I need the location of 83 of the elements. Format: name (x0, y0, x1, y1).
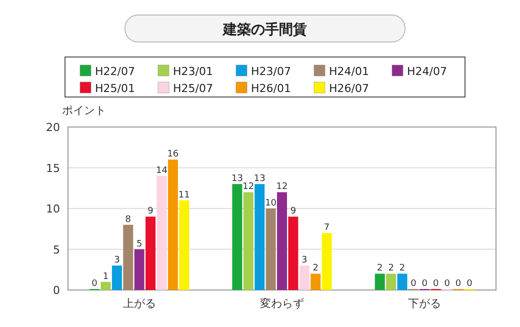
data-label: 1 (102, 272, 109, 282)
bar (386, 274, 396, 290)
y-tick-label: 10 (46, 202, 60, 216)
data-label: 0 (466, 279, 473, 289)
bar (374, 274, 385, 290)
bar: 8 (123, 214, 134, 290)
x-tick-label: 下がる (408, 297, 442, 310)
bar: 2 (310, 264, 321, 290)
bar (397, 274, 408, 290)
legend-label: H24/07 (407, 65, 447, 78)
data-label: 10 (265, 198, 277, 208)
bar: 0 (408, 279, 418, 290)
chart-title: 建築の手間賃 (222, 21, 307, 38)
bar: 12 (242, 182, 254, 290)
legend-label: H22/07 (95, 65, 135, 78)
legend-label: H24/01 (329, 65, 369, 78)
bar (156, 176, 167, 290)
bar: 0 (430, 279, 441, 290)
bar (100, 282, 111, 290)
bar (179, 200, 190, 290)
y-tick-label: 20 (46, 121, 60, 134)
bar (266, 208, 276, 290)
bar: 2 (397, 264, 408, 290)
legend-label: H25/01 (95, 82, 135, 95)
bar: 12 (276, 182, 288, 290)
y-axis-title: ポイント (62, 104, 106, 117)
y-tick-label: 5 (53, 243, 60, 256)
data-label: 13 (231, 174, 243, 184)
legend-label: H25/07 (173, 82, 213, 95)
bar: 11 (178, 190, 190, 290)
data-label: 11 (178, 190, 190, 200)
bar: 0 (442, 279, 452, 290)
bar: 13 (231, 174, 243, 290)
bar (310, 274, 321, 290)
bar: 2 (374, 264, 385, 290)
bar (134, 249, 144, 290)
x-tick-label: 変わらず (260, 297, 304, 310)
data-label: 0 (410, 279, 417, 289)
data-label: 8 (125, 214, 132, 225)
data-label: 13 (254, 174, 266, 184)
bar: 10 (265, 198, 277, 290)
bar (168, 160, 178, 290)
bar: 2 (386, 264, 396, 290)
data-label: 9 (290, 206, 296, 217)
bar: 0 (420, 279, 430, 290)
data-label: 2 (388, 264, 394, 274)
bar: 3 (112, 256, 122, 290)
bar (254, 184, 265, 290)
bar: 1 (100, 272, 111, 290)
data-label: 12 (242, 182, 254, 192)
data-label: 12 (276, 182, 288, 192)
x-tick-label: 上がる (122, 297, 156, 310)
bar (232, 184, 242, 290)
legend-label: H23/07 (251, 65, 291, 78)
data-label: 3 (302, 256, 308, 266)
data-label: 3 (114, 256, 120, 266)
bar (112, 266, 122, 290)
bar: 0 (90, 279, 100, 290)
bar: 14 (156, 166, 168, 290)
bar: 3 (299, 256, 310, 290)
bar: 0 (453, 279, 464, 290)
bar: 0 (464, 279, 474, 290)
data-label: 2 (312, 264, 318, 274)
data-label: 2 (399, 264, 406, 274)
data-label: 2 (377, 264, 383, 274)
data-label: 9 (148, 206, 154, 217)
data-label: 5 (136, 239, 142, 250)
y-tick-label: 0 (53, 284, 60, 297)
bar: 9 (146, 206, 156, 290)
bar: 13 (254, 174, 266, 290)
data-label: 16 (167, 150, 179, 160)
legend-label: H26/01 (251, 82, 291, 95)
bar: 16 (167, 150, 179, 290)
legend-label: H26/07 (329, 82, 369, 95)
bar (277, 192, 287, 290)
data-label: 0 (433, 279, 439, 289)
legend-label: H23/01 (173, 65, 213, 78)
data-label: 14 (156, 166, 168, 176)
data-label: 7 (324, 222, 330, 233)
y-tick-label: 15 (46, 162, 60, 175)
bar (243, 192, 254, 290)
bar: 9 (288, 206, 298, 290)
bar (299, 266, 310, 290)
